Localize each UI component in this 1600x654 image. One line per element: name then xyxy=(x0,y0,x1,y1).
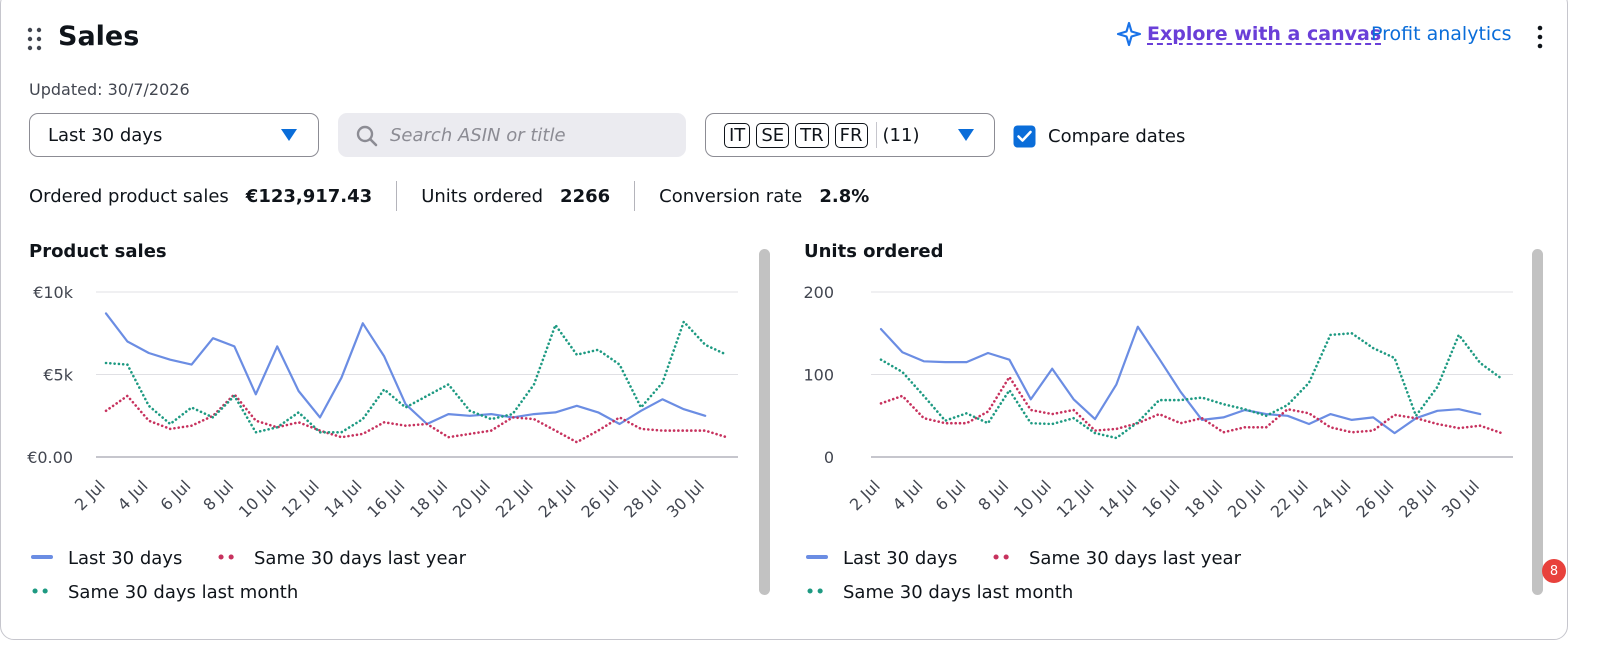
x-tick-label: 22 Jul xyxy=(492,476,537,521)
dropdown-arrow xyxy=(958,129,974,141)
x-tick-label: 10 Jul xyxy=(235,476,280,521)
x-tick-label: 12 Jul xyxy=(1053,476,1098,521)
chart: Units ordered 0 100 200 2 Jul 4 Jul 6 Jul 8 Jul… xyxy=(803,241,1513,603)
x-tick-label: 8 Jul xyxy=(199,476,237,514)
series-line xyxy=(104,393,728,444)
x-tick-label: 26 Jul xyxy=(577,476,622,521)
checkbox[interactable] xyxy=(1013,125,1036,148)
explore-link[interactable]: Explore with a canvas xyxy=(1147,23,1382,45)
x-tick-label: 6 Jul xyxy=(932,476,970,514)
metric-value: 2266 xyxy=(560,185,611,207)
chart: Product sales €0.00 €5k €10k 2 Jul 4 Jul 6 Jul… xyxy=(27,241,738,603)
metric-label: Conversion rate xyxy=(659,185,803,207)
compare-label: Compare dates xyxy=(1048,126,1186,147)
x-tick-label: 28 Jul xyxy=(620,476,665,521)
x-tick-label: 4 Jul xyxy=(889,476,927,514)
x-tick-label: 14 Jul xyxy=(1096,476,1141,521)
y-tick-label: €10k xyxy=(33,283,74,302)
x-tick-label: 26 Jul xyxy=(1352,476,1397,521)
x-tick-label: 16 Jul xyxy=(1138,476,1183,521)
search-input[interactable]: Search ASIN or title xyxy=(338,113,686,157)
metric: Ordered product sales €123,917.43 xyxy=(29,181,398,211)
marketplace-chip: SE xyxy=(756,122,790,148)
scrollbar[interactable] xyxy=(759,249,770,595)
x-tick-label: 24 Jul xyxy=(1310,476,1355,521)
series-line xyxy=(879,325,1482,435)
marketplace-chip: TR xyxy=(795,122,829,148)
x-tick-label: 18 Jul xyxy=(1181,476,1226,521)
y-tick-label: 0 xyxy=(824,448,834,467)
x-tick-label: 10 Jul xyxy=(1010,476,1055,521)
chart-panel: Units ordered 0 100 200 2 Jul 4 Jul 6 Jul 8 Jul… xyxy=(776,241,1556,611)
search-placeholder: Search ASIN or title xyxy=(390,124,566,146)
scrollbar[interactable] xyxy=(1532,249,1543,595)
x-tick-label: 4 Jul xyxy=(114,476,152,514)
x-tick-label: 18 Jul xyxy=(406,476,451,521)
marketplace-count: (11) xyxy=(882,124,920,146)
x-tick-label: 12 Jul xyxy=(278,476,323,521)
dropdown-arrow xyxy=(281,129,297,141)
series-line xyxy=(104,320,728,434)
more-menu[interactable] xyxy=(1534,25,1546,51)
legend-label: Last 30 days xyxy=(843,548,957,569)
notification-badge: 8 xyxy=(1542,559,1566,583)
metric-label: Units ordered xyxy=(421,185,544,207)
search-icon xyxy=(356,125,378,147)
compare-toggle[interactable]: Compare dates xyxy=(1013,125,1185,148)
x-tick-label: 6 Jul xyxy=(157,476,195,514)
sales-widget: Sales Explore with a canvas Profit analy… xyxy=(0,0,1568,640)
x-tick-label: 28 Jul xyxy=(1395,476,1440,521)
x-tick-label: 20 Jul xyxy=(449,476,494,521)
chart-title: Product sales xyxy=(29,241,167,262)
sparkle-icon xyxy=(1116,21,1142,47)
y-tick-label: €5k xyxy=(43,366,73,385)
x-tick-label: 8 Jul xyxy=(974,476,1012,514)
x-tick-label: 2 Jul xyxy=(71,476,109,514)
x-tick-label: 14 Jul xyxy=(321,476,366,521)
metric: Units ordered 2266 xyxy=(421,181,636,211)
chart-title: Units ordered xyxy=(804,241,944,262)
metric: Conversion rate 2.8% xyxy=(659,181,893,211)
chart-panel: Product sales €0.00 €5k €10k 2 Jul 4 Jul 6 Jul… xyxy=(1,241,781,611)
series-line xyxy=(104,312,707,426)
legend-label: Same 30 days last year xyxy=(1029,548,1242,569)
date-range-value: Last 30 days xyxy=(48,124,163,146)
series-line xyxy=(879,332,1503,440)
marketplace-chip: IT xyxy=(724,122,751,148)
widget-title: Sales xyxy=(58,21,140,52)
profit-link[interactable]: Profit analytics xyxy=(1371,23,1512,45)
legend-label: Same 30 days last month xyxy=(843,582,1073,603)
y-tick-label: 200 xyxy=(803,283,834,302)
marketplace-select[interactable]: IT SE TR FR (11) xyxy=(705,113,995,157)
marketplace-chip: FR xyxy=(834,122,868,148)
x-tick-label: 16 Jul xyxy=(363,476,408,521)
metric-label: Ordered product sales xyxy=(29,185,229,207)
series-line xyxy=(879,375,1503,435)
legend-label: Last 30 days xyxy=(68,548,182,569)
metric-value: €123,917.43 xyxy=(245,185,373,207)
updated-text: Updated: 30/7/2026 xyxy=(29,80,190,99)
y-tick-label: €0.00 xyxy=(27,448,73,467)
x-tick-label: 2 Jul xyxy=(846,476,884,514)
x-tick-label: 22 Jul xyxy=(1267,476,1312,521)
drag-handle[interactable] xyxy=(27,27,43,51)
legend-label: Same 30 days last year xyxy=(254,548,467,569)
x-tick-label: 30 Jul xyxy=(1438,476,1483,521)
metrics-row: Ordered product sales €123,917.43 Units o… xyxy=(29,181,917,211)
x-tick-label: 24 Jul xyxy=(535,476,580,521)
y-tick-label: 100 xyxy=(803,366,834,385)
date-range-select[interactable]: Last 30 days xyxy=(29,113,319,157)
metric-value: 2.8% xyxy=(819,185,870,207)
x-tick-label: 30 Jul xyxy=(663,476,708,521)
x-tick-label: 20 Jul xyxy=(1224,476,1269,521)
legend-label: Same 30 days last month xyxy=(68,582,298,603)
